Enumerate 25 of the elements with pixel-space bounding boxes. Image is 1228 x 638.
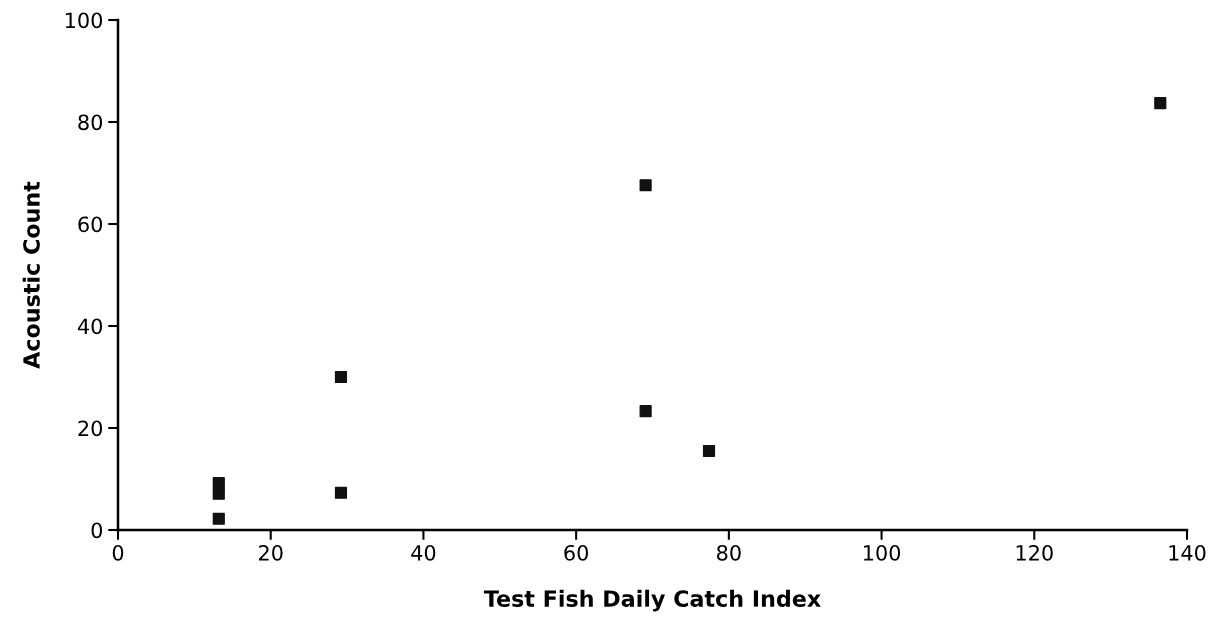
point xyxy=(639,179,652,192)
point xyxy=(212,487,225,500)
x-tick-label: 80 xyxy=(717,544,741,561)
x-tick-label: 40 xyxy=(411,544,436,561)
y-tick-label: 0 xyxy=(91,522,103,539)
point xyxy=(334,370,348,384)
y-tick-label: 40 xyxy=(77,318,103,335)
y-tick-label: 60 xyxy=(78,216,103,233)
x-tick-label: 100 xyxy=(863,544,901,561)
y-tick-label: 100 xyxy=(65,12,103,29)
x-tick-label: 140 xyxy=(1169,544,1206,561)
x-axis-title: Test Fish Daily Catch Index xyxy=(483,589,821,612)
x-tick-label: 0 xyxy=(112,544,124,561)
x-tick-label: 120 xyxy=(1016,544,1053,561)
point xyxy=(1154,97,1167,110)
y-axis-title: Acoustic Count xyxy=(22,181,40,369)
y-tick-label: 80 xyxy=(78,114,103,131)
point xyxy=(639,405,652,418)
point xyxy=(702,444,716,458)
point xyxy=(212,512,225,525)
point xyxy=(212,477,225,490)
x-tick-label: 60 xyxy=(564,544,589,561)
point xyxy=(334,486,348,499)
x-tick-label: 20 xyxy=(258,544,283,561)
y-tick-label: 20 xyxy=(78,420,103,437)
